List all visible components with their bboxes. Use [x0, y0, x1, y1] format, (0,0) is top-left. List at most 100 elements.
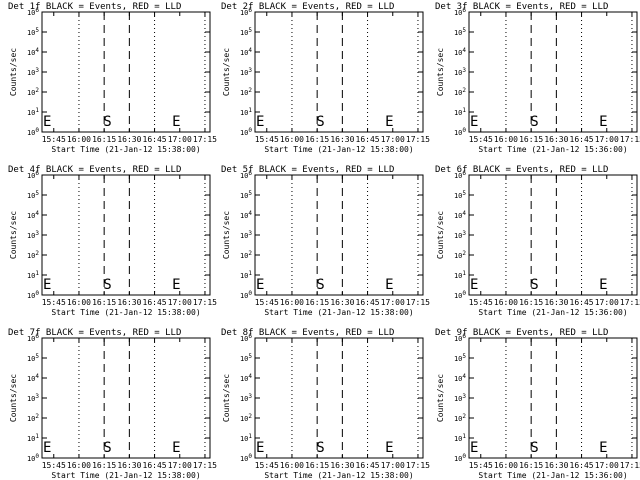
y-tick-label: 105: [27, 353, 39, 363]
y-tick-label: 106: [454, 170, 466, 180]
y-tick-label: 106: [27, 333, 39, 343]
y-tick-label: 103: [27, 230, 39, 240]
y-axis-label: Counts/sec: [222, 48, 231, 96]
y-tick-label: 106: [27, 170, 39, 180]
y-tick-label: 104: [454, 210, 466, 220]
y-tick-label: 100: [27, 127, 39, 137]
x-tick-label: 16:30: [330, 298, 354, 307]
x-tick-label: 16:00: [280, 298, 304, 307]
x-tick-label: 15:45: [469, 298, 493, 307]
x-tick-label: 16:30: [117, 135, 141, 144]
plot-frame: [468, 337, 638, 459]
y-tick-label: 101: [454, 270, 466, 280]
y-tick-label: 101: [240, 107, 252, 117]
x-tick-label: 16:45: [143, 135, 167, 144]
x-tick-label: 15:45: [42, 135, 66, 144]
x-tick-label: 17:15: [406, 461, 430, 470]
plot-title: Det 1f BLACK = Events, RED = LLD: [8, 2, 181, 12]
x-tick-label: 16:15: [519, 298, 543, 307]
x-tick-label: 16:00: [494, 298, 518, 307]
event-marker-label: S: [316, 277, 324, 293]
plot-title: Det 3f BLACK = Events, RED = LLD: [435, 2, 608, 12]
event-marker-label: E: [256, 114, 264, 130]
event-marker-label: E: [470, 277, 478, 293]
y-tick-label: 104: [454, 47, 466, 57]
x-tick-label: 17:00: [168, 298, 192, 307]
x-tick-label: 16:45: [143, 298, 167, 307]
event-marker-label: E: [385, 114, 393, 130]
x-tick-label: 16:45: [356, 135, 380, 144]
x-tick-label: 16:15: [305, 461, 329, 470]
y-axis-label: Counts/sec: [9, 374, 18, 422]
y-tick-label: 102: [240, 250, 252, 260]
y-tick-label: 101: [454, 107, 466, 117]
event-marker-label: E: [470, 114, 478, 130]
x-axis-label: Start Time (21-Jan-12 15:36:00): [478, 308, 627, 317]
x-tick-label: 17:00: [595, 298, 619, 307]
y-tick-label: 105: [454, 353, 466, 363]
plot-frame: [41, 11, 211, 133]
x-tick-label: 16:30: [544, 298, 568, 307]
x-tick-label: 17:15: [406, 298, 430, 307]
y-tick-label: 100: [454, 127, 466, 137]
event-marker-label: E: [385, 440, 393, 456]
y-tick-label: 100: [27, 453, 39, 463]
x-tick-label: 17:15: [620, 461, 640, 470]
y-axis-label: Counts/sec: [9, 48, 18, 96]
x-tick-label: 17:15: [620, 298, 640, 307]
y-axis-label: Counts/sec: [436, 374, 445, 422]
x-tick-label: 16:45: [570, 461, 594, 470]
y-tick-label: 104: [240, 210, 252, 220]
y-tick-label: 106: [240, 170, 252, 180]
x-tick-label: 16:45: [356, 298, 380, 307]
event-marker-label: S: [103, 440, 111, 456]
plot-frame: [254, 337, 424, 459]
x-axis-label: Start Time (21-Jan-12 15:36:00): [478, 471, 627, 480]
x-tick-label: 17:00: [381, 298, 405, 307]
y-tick-label: 101: [27, 270, 39, 280]
event-marker-label: E: [172, 440, 180, 456]
x-axis-label: Start Time (21-Jan-12 15:38:00): [51, 145, 200, 154]
plot-frame: [468, 11, 638, 133]
y-axis-label: Counts/sec: [222, 374, 231, 422]
y-tick-label: 102: [27, 87, 39, 97]
y-tick-label: 105: [27, 27, 39, 37]
plot-title: Det 4f BLACK = Events, RED = LLD: [8, 165, 181, 175]
y-tick-label: 106: [27, 7, 39, 17]
plot-frame: [254, 174, 424, 296]
x-tick-label: 15:45: [42, 461, 66, 470]
x-tick-label: 16:00: [280, 135, 304, 144]
y-tick-label: 103: [27, 67, 39, 77]
y-tick-label: 100: [454, 453, 466, 463]
x-axis-label: Start Time (21-Jan-12 15:38:00): [264, 471, 413, 480]
y-tick-label: 105: [240, 353, 252, 363]
event-marker-label: S: [103, 114, 111, 130]
y-tick-label: 101: [240, 270, 252, 280]
event-marker-label: E: [43, 277, 51, 293]
y-tick-label: 105: [240, 190, 252, 200]
y-tick-label: 101: [240, 433, 252, 443]
y-tick-label: 106: [454, 333, 466, 343]
y-tick-label: 102: [240, 413, 252, 423]
event-marker-label: E: [172, 114, 180, 130]
event-marker-label: E: [599, 440, 607, 456]
y-tick-label: 102: [454, 87, 466, 97]
y-tick-label: 104: [27, 210, 39, 220]
x-tick-label: 17:15: [193, 298, 217, 307]
y-tick-label: 104: [240, 47, 252, 57]
y-tick-label: 100: [240, 127, 252, 137]
x-tick-label: 17:15: [193, 461, 217, 470]
x-axis-label: Start Time (21-Jan-12 15:38:00): [51, 308, 200, 317]
y-tick-label: 102: [240, 87, 252, 97]
plot-title: Det 5f BLACK = Events, RED = LLD: [221, 165, 394, 175]
x-tick-label: 16:45: [570, 298, 594, 307]
y-tick-label: 102: [454, 413, 466, 423]
x-tick-label: 16:00: [67, 135, 91, 144]
x-tick-label: 17:15: [620, 135, 640, 144]
event-marker-label: E: [599, 114, 607, 130]
